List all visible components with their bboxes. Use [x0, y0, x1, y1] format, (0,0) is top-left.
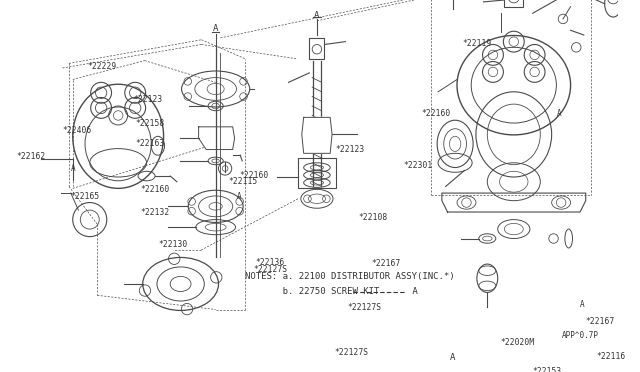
Polygon shape	[198, 127, 235, 150]
Text: NOTES: a. 22100 DISTRIBUTOR ASSY(INC.*): NOTES: a. 22100 DISTRIBUTOR ASSY(INC.*)	[245, 272, 454, 281]
Text: *22020M: *22020M	[500, 338, 534, 347]
Bar	[298, 158, 336, 188]
Text: *22165: *22165	[71, 192, 100, 201]
Polygon shape	[302, 118, 332, 153]
Text: *22119: *22119	[463, 39, 492, 48]
Text: *22301: *22301	[403, 161, 432, 170]
Text: *22160: *22160	[421, 109, 451, 118]
Text: *22163: *22163	[135, 140, 164, 148]
Text: *22136: *22136	[255, 258, 285, 267]
Text: *22160: *22160	[140, 185, 169, 194]
Polygon shape	[442, 193, 586, 212]
Text: *22127S: *22127S	[348, 303, 381, 312]
Text: *22127S: *22127S	[334, 347, 368, 357]
Text: A: A	[407, 287, 417, 296]
Text: A: A	[71, 164, 76, 173]
Text: *22153: *22153	[532, 366, 562, 372]
Bar	[504, 0, 524, 7]
Text: A: A	[236, 192, 241, 201]
Text: A: A	[314, 11, 319, 20]
Text: *22167: *22167	[586, 317, 615, 326]
Text: A: A	[557, 109, 562, 118]
Text: *22158: *22158	[135, 119, 164, 128]
Text: *22160: *22160	[239, 171, 269, 180]
Text: *22162: *22162	[17, 152, 46, 161]
Text: APP^0.7P: APP^0.7P	[562, 331, 599, 340]
Text: A: A	[580, 300, 585, 309]
Text: A: A	[449, 353, 455, 362]
Text: *22132: *22132	[140, 208, 169, 217]
Bar	[309, 38, 324, 59]
Text: *22116: *22116	[596, 352, 625, 361]
Text: b. 22750 SCREW KIT: b. 22750 SCREW KIT	[245, 287, 380, 296]
Text: *22123: *22123	[133, 95, 163, 104]
Text: *22127S: *22127S	[253, 265, 287, 274]
Text: *22108: *22108	[358, 213, 388, 222]
Text: *22229: *22229	[88, 62, 117, 71]
Text: *22115: *22115	[229, 177, 258, 186]
Text: *22123: *22123	[336, 145, 365, 154]
Text: *22167: *22167	[372, 259, 401, 267]
Text: *22130: *22130	[159, 240, 188, 249]
Text: A: A	[213, 24, 218, 33]
Text: *22406: *22406	[62, 126, 92, 135]
